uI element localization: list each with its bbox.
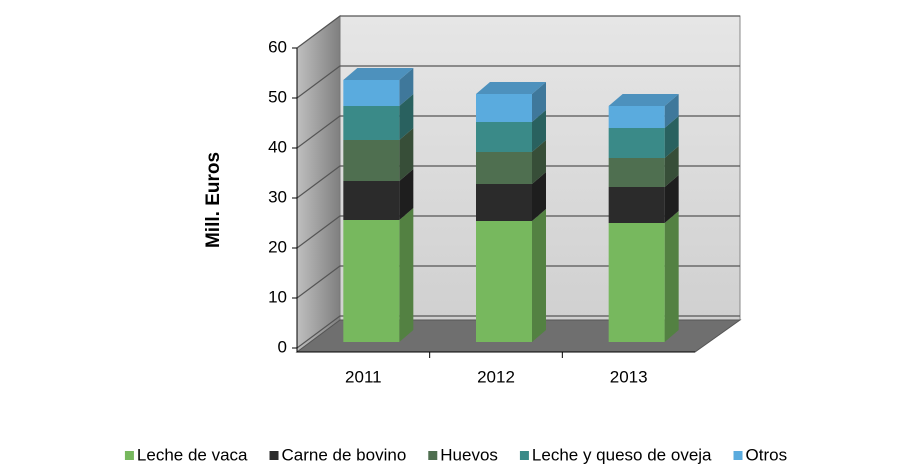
grid-line — [296, 165, 740, 199]
bar-side — [399, 128, 414, 181]
bar-segment — [343, 220, 400, 342]
bar-side — [664, 175, 679, 223]
grid-line — [296, 315, 740, 349]
bar-segment — [608, 158, 665, 187]
y-tick-label: 50 — [268, 87, 287, 106]
x-tick-label: 2011 — [345, 367, 382, 386]
bar-segment — [476, 94, 532, 122]
y-tick-label: 0 — [278, 337, 287, 356]
y-tick-label: 20 — [268, 237, 287, 256]
bar-side — [532, 172, 546, 221]
bar-top — [343, 68, 414, 80]
bar-segment — [608, 187, 665, 223]
bar-segment — [343, 140, 400, 181]
grid-line — [296, 265, 740, 299]
legend-swatch — [124, 451, 134, 460]
x-tick-label: 2013 — [610, 367, 648, 386]
bar-segment — [608, 128, 665, 158]
bar-segment — [476, 221, 532, 342]
side-wall — [296, 15, 341, 353]
y-tick-label: 40 — [268, 137, 287, 156]
bar-side — [399, 68, 414, 106]
bar-side — [399, 169, 414, 220]
bar-side — [399, 208, 414, 342]
bar-segment — [476, 122, 532, 152]
grid-line — [296, 115, 740, 149]
bar-side — [664, 211, 679, 342]
y-tick-label: 60 — [268, 37, 287, 56]
y-tick-label: 10 — [268, 287, 287, 306]
grid-line — [296, 65, 740, 99]
bar-segment — [608, 223, 665, 342]
legend-swatch — [269, 451, 279, 460]
bar-segment — [476, 152, 532, 184]
bar-side — [664, 146, 679, 187]
bar-side — [532, 140, 546, 184]
bar-top — [476, 82, 546, 94]
y-axis-title: Mill. Euros — [203, 152, 224, 248]
grid-line — [296, 215, 740, 249]
y-tick-label: 30 — [268, 187, 287, 206]
bar-segment — [343, 181, 400, 220]
legend-label: Carne de bovino — [282, 445, 407, 464]
bar-side — [532, 82, 546, 122]
bar-side — [664, 94, 679, 128]
bar-side — [399, 94, 414, 140]
grid-line — [296, 15, 740, 49]
legend-swatch — [519, 451, 529, 460]
x-tick-label: 2012 — [477, 367, 515, 386]
legend-label: Otros — [746, 445, 788, 464]
legend-swatch — [733, 451, 743, 460]
bar-side — [532, 209, 546, 342]
bar-segment — [343, 106, 400, 140]
bar-side — [664, 116, 679, 158]
bar-side — [532, 110, 546, 152]
bar-segment — [343, 80, 400, 106]
legend-label: Huevos — [440, 445, 498, 464]
legend: Leche de vaca Carne de bovino Huevos Leche … — [124, 445, 788, 464]
legend-swatch — [428, 451, 438, 460]
bar-segment — [608, 106, 665, 128]
legend-label: Leche y queso de oveja — [532, 445, 712, 464]
legend-label: Leche de vaca — [137, 445, 248, 464]
bar-top — [608, 94, 679, 106]
bar-segment — [476, 184, 532, 221]
